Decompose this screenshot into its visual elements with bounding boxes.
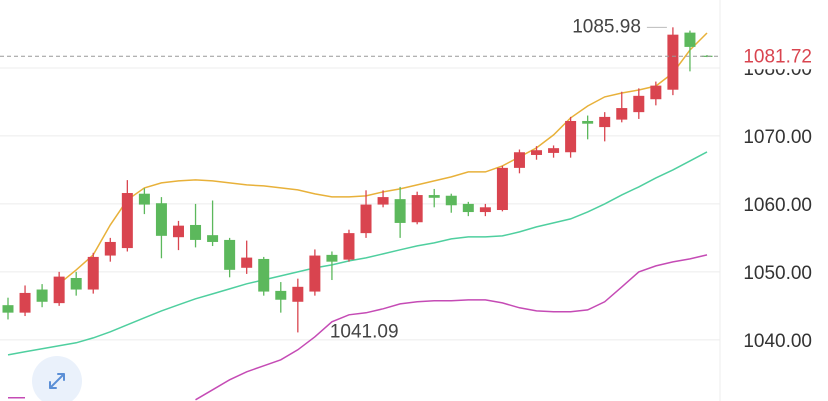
expand-button[interactable] (32, 356, 82, 401)
candle-body (667, 34, 679, 90)
last-price-label: 1081.72 (743, 46, 812, 67)
candle-body (309, 255, 321, 292)
candle-body (496, 167, 508, 211)
candle-body (155, 203, 167, 236)
candle-body (445, 195, 457, 206)
expand-button-bg[interactable] (32, 356, 82, 401)
candle-body (411, 195, 423, 223)
indicator-line (7, 151, 708, 356)
candle-body (275, 290, 287, 300)
candle-body (190, 224, 202, 240)
candle-body (684, 32, 696, 47)
candle-body (36, 289, 48, 302)
candle-body (2, 305, 14, 313)
candle-body (70, 277, 82, 290)
candle-body (531, 150, 543, 155)
low-label: 1041.09 (330, 321, 399, 342)
candle-body (104, 241, 116, 256)
candle-body (258, 258, 270, 292)
candle-body (292, 286, 304, 302)
candle-body (462, 203, 474, 213)
y-tick-label: 1050.00 (743, 263, 812, 284)
candle-body (582, 120, 594, 124)
indicator-line (58, 32, 708, 285)
candle-body (479, 207, 491, 213)
y-tick-label: 1060.00 (743, 195, 812, 216)
candle-body (224, 239, 236, 270)
candles (2, 27, 713, 333)
indicator-line (8, 254, 708, 401)
candle-body (343, 233, 355, 260)
y-tick-label: 1070.00 (743, 127, 812, 148)
indicator-lines (7, 32, 708, 401)
candle-body (53, 276, 65, 304)
candle-body (616, 108, 628, 120)
candle-body (138, 193, 150, 205)
candle-body (633, 95, 645, 113)
candle-body (428, 195, 440, 198)
high-label: 1085.98 (572, 16, 641, 37)
candle-body (326, 254, 338, 262)
candle-body (599, 116, 611, 128)
candle-body (650, 85, 662, 100)
last-price-tag (728, 43, 824, 70)
labels: 1081.72 1085.98 1041.09 (0, 16, 824, 342)
expand-icon[interactable] (49, 373, 65, 389)
candle-body (360, 204, 372, 234)
candle-body (377, 197, 389, 205)
candle-body (121, 193, 133, 249)
candle-body (19, 292, 31, 313)
candle-body (513, 152, 525, 168)
candle-body (548, 148, 560, 153)
candle-body (394, 199, 406, 223)
candle-body (87, 256, 99, 290)
candle-body (565, 120, 577, 153)
candle-body (172, 225, 184, 238)
y-tick-label: 1040.00 (743, 331, 812, 352)
candle-body (241, 257, 253, 268)
candle-body (207, 235, 219, 242)
